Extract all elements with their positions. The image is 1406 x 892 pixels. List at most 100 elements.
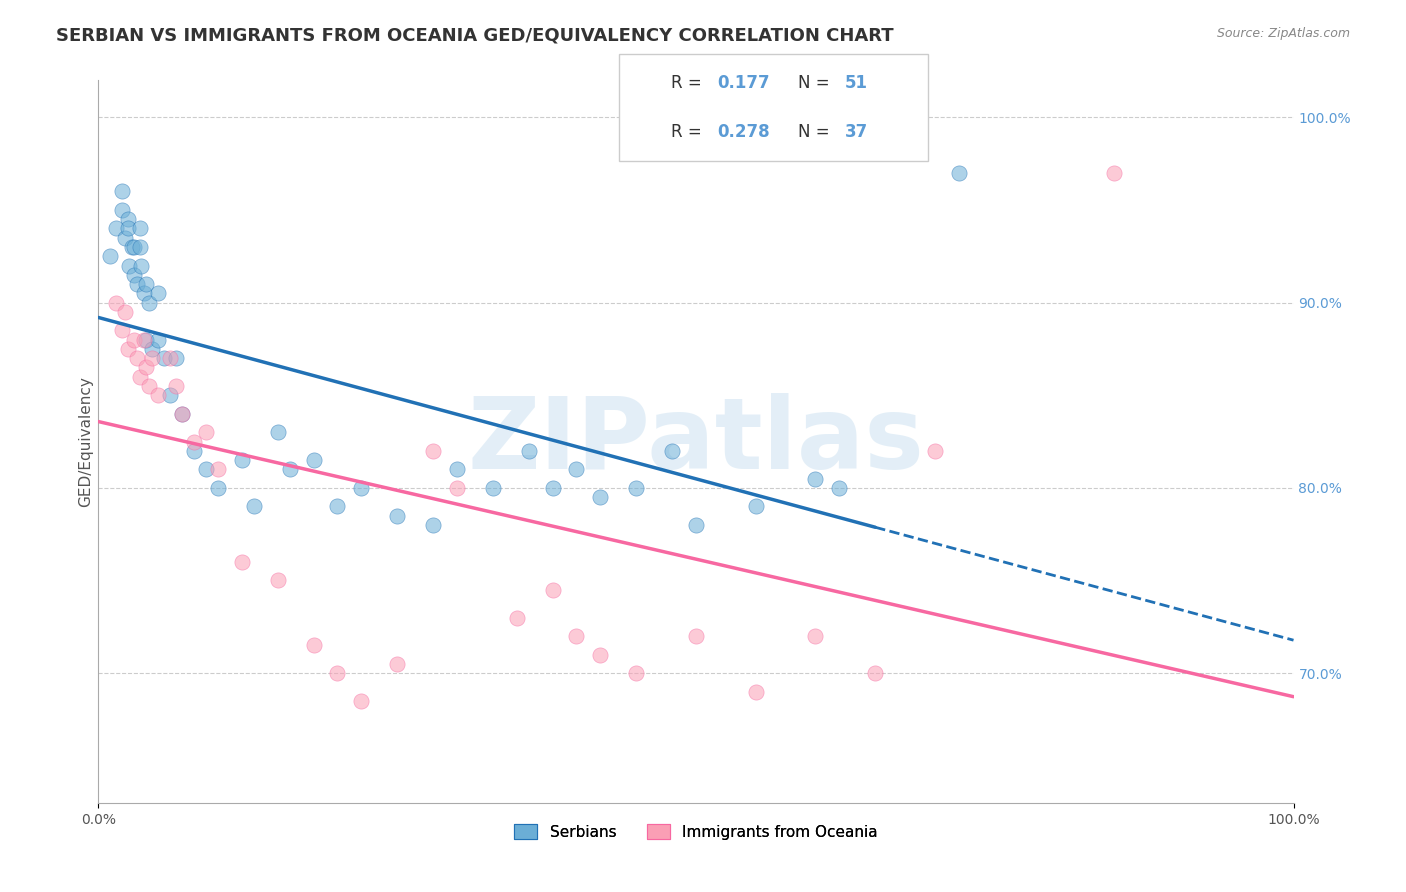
Point bbox=[422, 443, 444, 458]
Point bbox=[541, 582, 564, 597]
Point bbox=[207, 481, 229, 495]
Point bbox=[105, 221, 128, 235]
Bar bbox=[628, 114, 665, 150]
Point bbox=[302, 638, 325, 652]
Point bbox=[350, 481, 373, 495]
Point bbox=[159, 388, 181, 402]
Point bbox=[422, 517, 444, 532]
Point bbox=[278, 462, 301, 476]
Point bbox=[111, 185, 134, 199]
Text: R =: R = bbox=[671, 75, 707, 93]
Point bbox=[129, 240, 152, 254]
Point bbox=[131, 259, 153, 273]
Point bbox=[129, 369, 152, 384]
FancyBboxPatch shape bbox=[619, 54, 928, 161]
Point bbox=[267, 574, 290, 588]
Text: N =: N = bbox=[799, 123, 835, 141]
Point bbox=[125, 277, 148, 291]
Point bbox=[138, 379, 160, 393]
Point bbox=[804, 472, 827, 486]
Point bbox=[153, 351, 176, 366]
Point bbox=[138, 295, 160, 310]
Point bbox=[1104, 166, 1126, 180]
Point bbox=[685, 629, 707, 643]
Point bbox=[745, 684, 768, 698]
Point bbox=[517, 443, 540, 458]
Point bbox=[135, 360, 157, 375]
Point bbox=[135, 333, 157, 347]
Point bbox=[326, 666, 349, 681]
Point bbox=[195, 462, 218, 476]
Point bbox=[243, 500, 266, 514]
Text: 0.278: 0.278 bbox=[717, 123, 770, 141]
Point bbox=[302, 453, 325, 467]
Point bbox=[172, 407, 194, 421]
Point bbox=[125, 351, 148, 366]
Text: 37: 37 bbox=[845, 123, 868, 141]
Y-axis label: GED/Equivalency: GED/Equivalency bbox=[77, 376, 93, 507]
Point bbox=[117, 221, 139, 235]
Point bbox=[111, 202, 134, 217]
Point bbox=[446, 481, 468, 495]
Point bbox=[231, 555, 253, 569]
Point bbox=[565, 629, 588, 643]
Point bbox=[828, 481, 851, 495]
Point bbox=[626, 666, 648, 681]
Point bbox=[124, 268, 146, 282]
Point bbox=[118, 259, 141, 273]
Point bbox=[165, 351, 187, 366]
Point bbox=[132, 333, 155, 347]
Point bbox=[207, 462, 229, 476]
Point bbox=[626, 481, 648, 495]
Legend: Serbians, Immigrants from Oceania: Serbians, Immigrants from Oceania bbox=[509, 818, 883, 846]
Point bbox=[114, 305, 136, 319]
Point bbox=[148, 286, 170, 301]
Point bbox=[148, 333, 170, 347]
Text: N =: N = bbox=[799, 75, 835, 93]
Point bbox=[105, 295, 128, 310]
Bar bbox=[628, 66, 665, 102]
Point bbox=[165, 379, 187, 393]
Point bbox=[661, 443, 683, 458]
Point bbox=[159, 351, 181, 366]
Point bbox=[183, 443, 205, 458]
Point bbox=[172, 407, 194, 421]
Point bbox=[506, 610, 529, 624]
Point bbox=[804, 629, 827, 643]
Point bbox=[541, 481, 564, 495]
Point bbox=[183, 434, 205, 449]
Point bbox=[924, 443, 946, 458]
Point bbox=[148, 388, 170, 402]
Point bbox=[326, 500, 349, 514]
Point bbox=[114, 231, 136, 245]
Point bbox=[948, 166, 970, 180]
Text: SERBIAN VS IMMIGRANTS FROM OCEANIA GED/EQUIVALENCY CORRELATION CHART: SERBIAN VS IMMIGRANTS FROM OCEANIA GED/E… bbox=[56, 27, 894, 45]
Point bbox=[865, 666, 887, 681]
Point bbox=[745, 500, 768, 514]
Point bbox=[141, 342, 163, 356]
Point bbox=[111, 323, 134, 337]
Point bbox=[121, 240, 143, 254]
Point bbox=[141, 351, 163, 366]
Point bbox=[124, 240, 146, 254]
Point bbox=[124, 333, 146, 347]
Point bbox=[117, 212, 139, 227]
Point bbox=[589, 490, 612, 504]
Text: 0.177: 0.177 bbox=[717, 75, 770, 93]
Point bbox=[98, 249, 122, 263]
Point bbox=[195, 425, 218, 440]
Point bbox=[481, 481, 505, 495]
Point bbox=[685, 517, 707, 532]
Text: ZIPatlas: ZIPatlas bbox=[468, 393, 924, 490]
Point bbox=[231, 453, 253, 467]
Text: 51: 51 bbox=[845, 75, 868, 93]
Point bbox=[267, 425, 290, 440]
Point bbox=[132, 286, 155, 301]
Point bbox=[385, 657, 409, 671]
Point bbox=[129, 221, 152, 235]
Point bbox=[446, 462, 468, 476]
Point bbox=[350, 694, 373, 708]
Point bbox=[135, 277, 157, 291]
Point bbox=[565, 462, 588, 476]
Point bbox=[589, 648, 612, 662]
